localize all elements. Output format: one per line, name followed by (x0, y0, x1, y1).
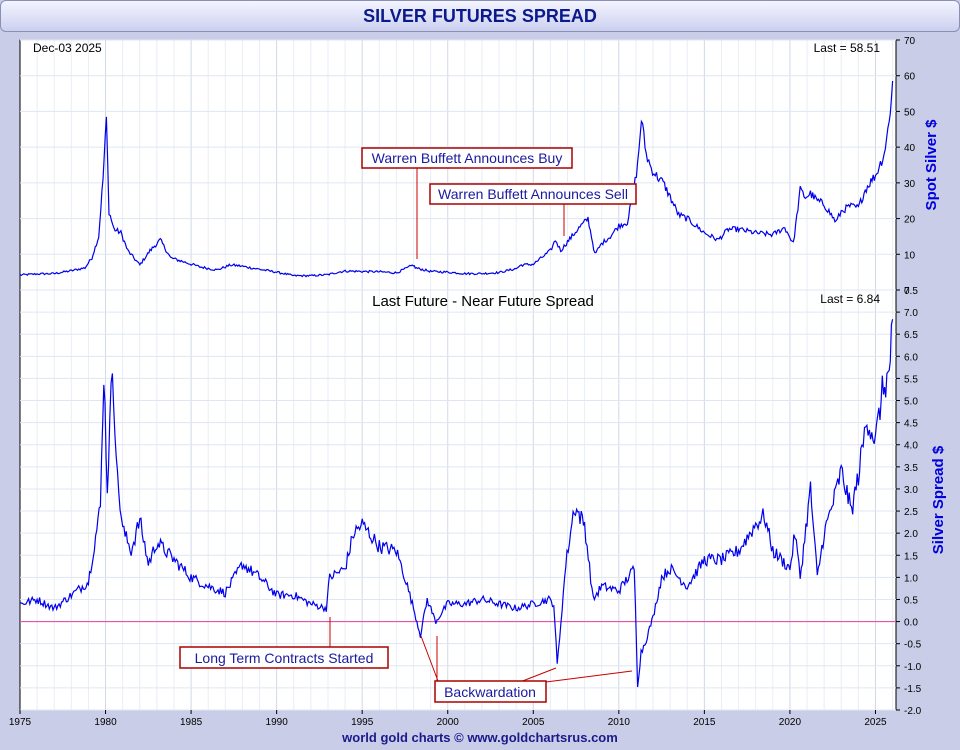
x-tick-label: 2015 (693, 717, 716, 728)
top-y-tick-label: 10 (904, 250, 916, 261)
bottom-panel-title: Last Future - Near Future Spread (372, 293, 594, 310)
bottom-y-axis-label: Silver Spread $ (930, 445, 947, 554)
spot-silver-line (19, 80, 894, 278)
bottom-y-tick-label: 0.5 (904, 595, 918, 606)
backwardation-pointer-3 (519, 667, 557, 683)
top-y-tick-label: 50 (904, 107, 916, 118)
chart-title: SILVER FUTURES SPREAD (0, 0, 960, 32)
bottom-y-tick-label: -1.5 (904, 684, 922, 695)
buffett-buy-label: Warren Buffett Announces Buy (372, 150, 563, 166)
top-y-tick-label: 0 (904, 286, 910, 297)
x-tick-label: 1985 (180, 717, 203, 728)
backwardation-box (434, 680, 547, 703)
top-y-axis-label: Spot Silver $ (923, 119, 940, 211)
source-credit: world gold charts © www.goldchartsrus.co… (342, 730, 618, 745)
long-term-box (179, 646, 389, 669)
top-y-tick-label: 70 (904, 36, 916, 47)
spread-line (19, 319, 894, 688)
bottom-y-tick-label: 4.0 (904, 441, 918, 452)
top-y-tick-label: 30 (904, 179, 916, 190)
bottom-y-tick-label: 4.5 (904, 419, 918, 430)
bottom-y-tick-label: 6.0 (904, 352, 918, 363)
x-tick-label: 2020 (779, 717, 802, 728)
bottom-y-tick-label: 5.5 (904, 374, 918, 385)
top-y-ticks: 0 10 20 30 40 50 60 70 (896, 36, 916, 297)
backwardation-pointer-1 (420, 635, 439, 682)
long-term-label: Long Term Contracts Started (195, 650, 374, 666)
top-y-tick-label: 40 (904, 143, 916, 154)
x-tick-label: 1995 (351, 717, 374, 728)
bottom-y-tick-label: 3.0 (904, 485, 918, 496)
x-tick-label: 2010 (608, 717, 631, 728)
bottom-last-label: Last = 6.84 (820, 292, 880, 306)
top-y-tick-label: 20 (904, 215, 916, 226)
buffett-sell-box (429, 183, 637, 205)
x-tick-label: 1990 (266, 717, 289, 728)
bottom-y-tick-label: 5.0 (904, 397, 918, 408)
bottom-y-tick-label: 2.0 (904, 529, 918, 540)
x-tick-label: 1980 (94, 717, 117, 728)
bottom-y-tick-label: -2.0 (904, 706, 922, 717)
bottom-y-tick-label: 3.5 (904, 463, 918, 474)
bottom-y-tick-label: 7.0 (904, 308, 918, 319)
buffett-buy-box (361, 147, 573, 169)
date-label: Dec-03 2025 (33, 41, 102, 55)
x-tick-label: 1975 (9, 717, 32, 728)
x-tick-label: 2005 (522, 717, 545, 728)
bottom-y-tick-label: 6.5 (904, 330, 918, 341)
backwardation-label: Backwardation (444, 684, 536, 700)
bottom-y-tick-label: 1.5 (904, 551, 918, 562)
bottom-y-tick-label: 7.5 (904, 286, 918, 297)
bottom-y-ticks: -2.0 -1.5 -1.0 -0.5 0.0 0.5 1.0 1.5 2.0 2.5 3.0 3.5… (896, 286, 922, 717)
buffett-sell-label: Warren Buffett Announces Sell (438, 186, 628, 202)
x-tick-label: 2000 (437, 717, 460, 728)
top-last-label: Last = 58.51 (814, 41, 881, 55)
bottom-y-tick-label: -0.5 (904, 640, 922, 651)
bottom-y-tick-label: 1.0 (904, 573, 918, 584)
bottom-y-tick-label: -1.0 (904, 662, 922, 673)
x-axis: 1975 1980 1985 1990 1995 2000 2005 2010 2015 2020… (9, 710, 887, 728)
backwardation-pointer-4 (545, 670, 633, 683)
bottom-y-tick-label: 2.5 (904, 507, 918, 518)
x-tick-label: 2025 (864, 717, 887, 728)
bottom-y-tick-label: 0.0 (904, 618, 918, 629)
top-y-tick-label: 60 (904, 72, 916, 83)
bottom-panel (19, 289, 897, 711)
